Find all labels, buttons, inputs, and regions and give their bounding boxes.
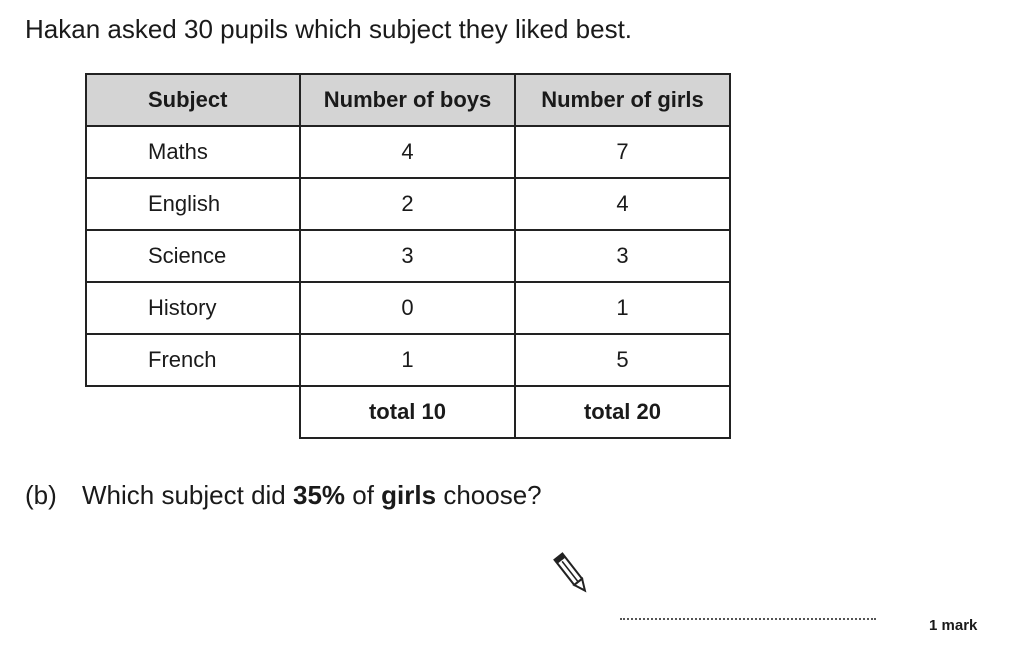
table-cell: 4: [514, 177, 731, 231]
blank-cell: [86, 385, 300, 438]
header-cell: Subject: [85, 73, 301, 127]
table-cell: 5: [514, 333, 731, 387]
question-text: of: [345, 480, 382, 510]
table-row: English 2 4: [85, 177, 731, 231]
table-cell: 1: [514, 281, 731, 335]
subject-text: Maths: [148, 139, 208, 164]
table-row: Maths 4 7: [85, 125, 731, 179]
table-cell: 7: [514, 125, 731, 179]
subject-text: History: [148, 295, 217, 320]
header-text: Subject: [148, 87, 228, 112]
intro: Hakan asked 30 pupils which subject they…: [25, 14, 633, 44]
pencil-end: [554, 553, 566, 564]
pencil-tip: [572, 577, 587, 593]
mark-label: 1 mark: [929, 617, 978, 634]
question-label: (b): [25, 480, 57, 510]
table-row: History 0 1: [85, 281, 731, 335]
data-table: Subject Number of boys Number of girls M…: [85, 73, 731, 439]
table-cell: History: [85, 281, 301, 335]
table-cell: French: [85, 333, 301, 387]
table-cell: Maths: [85, 125, 301, 179]
header-cell: Number of boys: [299, 73, 516, 127]
table-cell: 3: [299, 229, 516, 283]
question-bold: 35%: [292, 480, 346, 510]
pencil-icon: [553, 552, 587, 593]
pencil-line: [561, 560, 579, 583]
header-cell: Number of girls: [514, 73, 731, 127]
pencil: [553, 552, 587, 593]
header-row: Subject Number of boys Number of girls: [85, 73, 731, 127]
table-cell: 3: [514, 229, 731, 283]
table-cell: 0: [299, 281, 516, 335]
table-cell: 1: [299, 333, 516, 387]
table-row: Science 3 3: [85, 229, 731, 283]
question-text: Which subject did: [82, 480, 293, 510]
table-cell: Science: [85, 229, 301, 283]
table-row: French 1 5: [85, 333, 731, 387]
total-cell: total 20: [514, 385, 731, 439]
subject-text: English: [148, 191, 221, 216]
subject-text: Science: [148, 243, 227, 268]
table-cell: English: [85, 177, 301, 231]
table-body: Maths 4 7 English 2 4 Science 3 3 History 0 1 French…: [85, 125, 731, 387]
question: (b) Which subject did 35% of girls choose…: [25, 480, 542, 511]
answer-line: [620, 618, 876, 620]
table-cell: 2: [299, 177, 516, 231]
question-text: choose?: [436, 480, 542, 510]
subject-text: French: [148, 347, 217, 372]
question-bold: girls: [381, 480, 437, 510]
table-cell: 4: [299, 125, 516, 179]
total-cell: total 10: [299, 385, 516, 439]
totals-row: total 10 total 20: [86, 385, 731, 439]
